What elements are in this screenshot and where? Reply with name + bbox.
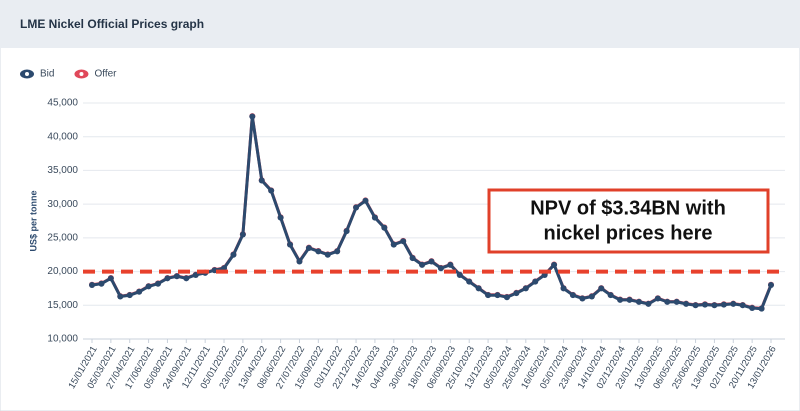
point bbox=[617, 296, 624, 303]
point bbox=[739, 302, 746, 309]
point bbox=[768, 282, 774, 289]
y-tick-label: 20,000 bbox=[47, 266, 78, 277]
point bbox=[711, 302, 718, 309]
point bbox=[362, 197, 369, 204]
point bbox=[466, 278, 473, 285]
point bbox=[683, 300, 690, 307]
point bbox=[730, 300, 737, 307]
point bbox=[136, 288, 143, 295]
point bbox=[155, 280, 162, 287]
point bbox=[305, 244, 312, 251]
point bbox=[117, 293, 124, 300]
point bbox=[588, 293, 595, 300]
point bbox=[324, 251, 331, 258]
point bbox=[692, 302, 699, 309]
point bbox=[456, 271, 463, 278]
point bbox=[654, 295, 661, 302]
legend-eye-pupil bbox=[25, 72, 29, 76]
point bbox=[513, 290, 520, 297]
y-tick-label: 15,000 bbox=[47, 300, 78, 311]
point bbox=[428, 258, 435, 265]
y-axis-label: US$ per tonne bbox=[28, 190, 38, 251]
y-tick-label: 40,000 bbox=[47, 131, 78, 142]
point bbox=[107, 275, 114, 282]
point bbox=[400, 238, 407, 245]
legend-eye-pupil bbox=[79, 72, 84, 76]
point bbox=[664, 298, 671, 305]
point bbox=[230, 251, 237, 258]
point bbox=[173, 273, 180, 280]
point bbox=[551, 261, 558, 268]
point bbox=[287, 241, 294, 248]
point bbox=[126, 292, 133, 299]
point bbox=[475, 285, 482, 292]
point bbox=[720, 301, 727, 308]
point bbox=[277, 214, 284, 221]
point bbox=[268, 187, 275, 194]
annotation-text: NPV of $3.34BN with bbox=[530, 197, 726, 219]
point bbox=[569, 292, 576, 299]
point bbox=[626, 296, 633, 303]
point bbox=[353, 204, 360, 211]
point bbox=[598, 285, 605, 292]
point bbox=[334, 248, 341, 255]
point bbox=[249, 113, 256, 120]
point bbox=[503, 294, 510, 301]
point bbox=[607, 292, 614, 299]
point bbox=[749, 304, 756, 311]
point bbox=[758, 305, 765, 312]
point bbox=[315, 248, 322, 255]
point bbox=[419, 261, 426, 268]
point bbox=[560, 285, 567, 292]
point bbox=[635, 298, 642, 305]
y-tick-label: 10,000 bbox=[47, 334, 78, 345]
point bbox=[145, 283, 152, 290]
point bbox=[183, 275, 190, 282]
point bbox=[645, 300, 652, 307]
point bbox=[579, 295, 586, 302]
point bbox=[164, 275, 171, 282]
y-tick-label: 45,000 bbox=[47, 98, 78, 109]
point bbox=[343, 228, 350, 235]
point bbox=[371, 214, 378, 221]
point bbox=[381, 224, 388, 231]
point bbox=[239, 231, 246, 238]
y-tick-label: 35,000 bbox=[47, 165, 78, 176]
point bbox=[447, 261, 454, 268]
y-tick-label: 25,000 bbox=[47, 232, 78, 243]
point bbox=[673, 298, 680, 305]
legend-item: Bid bbox=[20, 69, 54, 80]
point bbox=[437, 265, 444, 272]
point bbox=[522, 285, 529, 292]
point bbox=[258, 177, 265, 184]
y-tick-label: 30,000 bbox=[47, 199, 78, 210]
point bbox=[409, 255, 416, 262]
point bbox=[701, 301, 708, 308]
header-bar bbox=[0, 0, 800, 48]
chart-title: LME Nickel Official Prices graph bbox=[20, 17, 204, 31]
point bbox=[485, 292, 492, 299]
point bbox=[390, 241, 397, 248]
point bbox=[532, 278, 539, 285]
legend-item: Offer bbox=[74, 69, 117, 80]
annotation-box bbox=[487, 188, 770, 254]
annotation-text: nickel prices here bbox=[544, 222, 713, 244]
point bbox=[89, 282, 95, 289]
point bbox=[98, 280, 105, 287]
legend-label: Offer bbox=[94, 69, 117, 80]
point bbox=[296, 258, 303, 265]
legend-label: Bid bbox=[40, 69, 54, 80]
point bbox=[494, 292, 501, 299]
